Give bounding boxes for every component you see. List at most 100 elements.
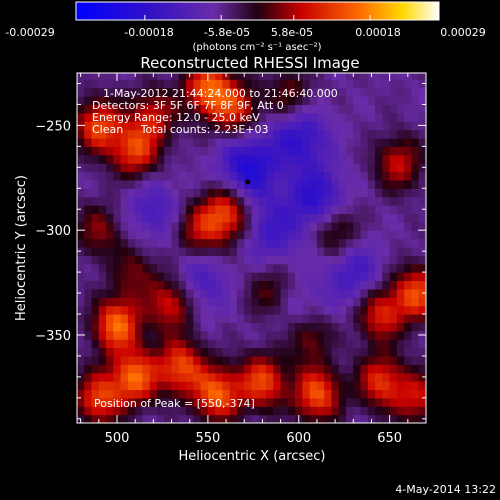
heatmap-cell	[207, 330, 216, 340]
peak-marker	[245, 179, 251, 185]
x-tick-label: 600	[286, 431, 311, 446]
heatmap-cell	[178, 163, 187, 173]
heatmap-cell	[135, 389, 144, 399]
heatmap-cell	[164, 137, 173, 147]
heatmap-cell	[207, 263, 216, 273]
heatmap-cell	[331, 230, 340, 240]
heatmap-cell	[215, 314, 224, 323]
heatmap-cell	[229, 179, 238, 189]
heatmap-cell	[77, 381, 85, 391]
heatmap-cell	[338, 188, 347, 198]
heatmap-cell	[164, 221, 173, 231]
heatmap-cell	[251, 372, 260, 382]
heatmap-cell	[113, 112, 122, 122]
heatmap-cell	[382, 129, 391, 139]
heatmap-cell	[324, 112, 333, 122]
heatmap-cell	[236, 322, 245, 332]
heatmap-cell	[244, 246, 253, 256]
heatmap-image	[77, 73, 426, 423]
heatmap-cell	[244, 137, 253, 147]
heatmap-cell	[331, 171, 340, 181]
heatmap-cell	[171, 330, 180, 340]
heatmap-cell	[156, 163, 165, 173]
x-axis-label: Heliocentric X (arcsec)	[179, 449, 326, 464]
heatmap-cell	[382, 163, 391, 173]
heatmap-cell	[324, 196, 333, 206]
heatmap-cell	[142, 137, 151, 147]
heatmap-cell	[389, 87, 398, 97]
heatmap-cell	[149, 246, 158, 256]
heatmap-cell	[113, 314, 122, 323]
heatmap-cell	[382, 196, 391, 206]
heatmap-cell	[316, 87, 325, 97]
heatmap-cell	[346, 146, 354, 156]
heatmap-cell	[375, 171, 383, 181]
heatmap-cell	[84, 263, 93, 273]
heatmap-cell	[382, 73, 391, 80]
heatmap-cell	[178, 146, 187, 156]
heatmap-cell	[324, 305, 333, 315]
heatmap-cell	[127, 322, 136, 332]
heatmap-cell	[244, 297, 253, 307]
heatmap-cell	[142, 272, 151, 282]
heatmap-cell	[396, 263, 405, 273]
heatmap-cell	[353, 154, 362, 164]
heatmap-cell	[222, 314, 231, 323]
heatmap-cell	[244, 154, 253, 164]
heatmap-cell	[222, 381, 231, 391]
colorbar-tick-label: -0.00018	[124, 26, 173, 39]
heatmap-cell	[98, 205, 107, 215]
heatmap-cell	[396, 230, 405, 240]
heatmap-cell	[91, 79, 100, 89]
heatmap-cell	[309, 73, 318, 80]
heatmap-cell	[171, 406, 180, 416]
heatmap-cell	[91, 163, 100, 173]
heatmap-cell	[331, 397, 340, 407]
heatmap-cell	[266, 179, 274, 189]
heatmap-cell	[135, 255, 144, 265]
heatmap-cell	[331, 280, 340, 290]
heatmap-cell	[156, 255, 165, 265]
heatmap-cell	[164, 272, 173, 282]
heatmap-cell	[338, 322, 347, 332]
heatmap-cell	[360, 171, 369, 181]
heatmap-cell	[193, 163, 202, 173]
heatmap-cell	[258, 196, 267, 206]
heatmap-cell	[229, 406, 238, 416]
heatmap-cell	[229, 389, 238, 399]
heatmap-cell	[186, 129, 194, 139]
heatmap-cell	[295, 129, 303, 139]
heatmap-cell	[396, 355, 405, 365]
heatmap-cell	[178, 272, 187, 282]
heatmap-cell	[324, 246, 333, 256]
heatmap-cell	[236, 163, 245, 173]
heatmap-cell	[411, 272, 420, 282]
heatmap-cell	[418, 196, 426, 206]
heatmap-cell	[193, 96, 202, 106]
heatmap-cell	[84, 406, 93, 416]
heatmap-cell	[382, 372, 391, 382]
heatmap-cell	[178, 87, 187, 97]
heatmap-cell	[324, 347, 333, 357]
heatmap-cell	[127, 188, 136, 198]
heatmap-cell	[382, 255, 391, 265]
heatmap-cell	[244, 272, 253, 282]
heatmap-cell	[331, 355, 340, 365]
heatmap-cell	[396, 389, 405, 399]
heatmap-cell	[360, 347, 369, 357]
heatmap-cell	[287, 146, 296, 156]
heatmap-cell	[411, 205, 420, 215]
heatmap-cell	[193, 255, 202, 265]
heatmap-cell	[142, 79, 151, 89]
heatmap-cell	[178, 171, 187, 181]
heatmap-cell	[135, 163, 144, 173]
heatmap-cell	[273, 171, 282, 181]
heatmap-cell	[98, 154, 107, 164]
heatmap-cell	[324, 364, 333, 374]
heatmap-cell	[251, 381, 260, 391]
heatmap-cell	[404, 246, 413, 256]
heatmap-cell	[302, 414, 311, 423]
heatmap-cell	[98, 330, 107, 340]
heatmap-cell	[287, 179, 296, 189]
heatmap-cell	[287, 406, 296, 416]
